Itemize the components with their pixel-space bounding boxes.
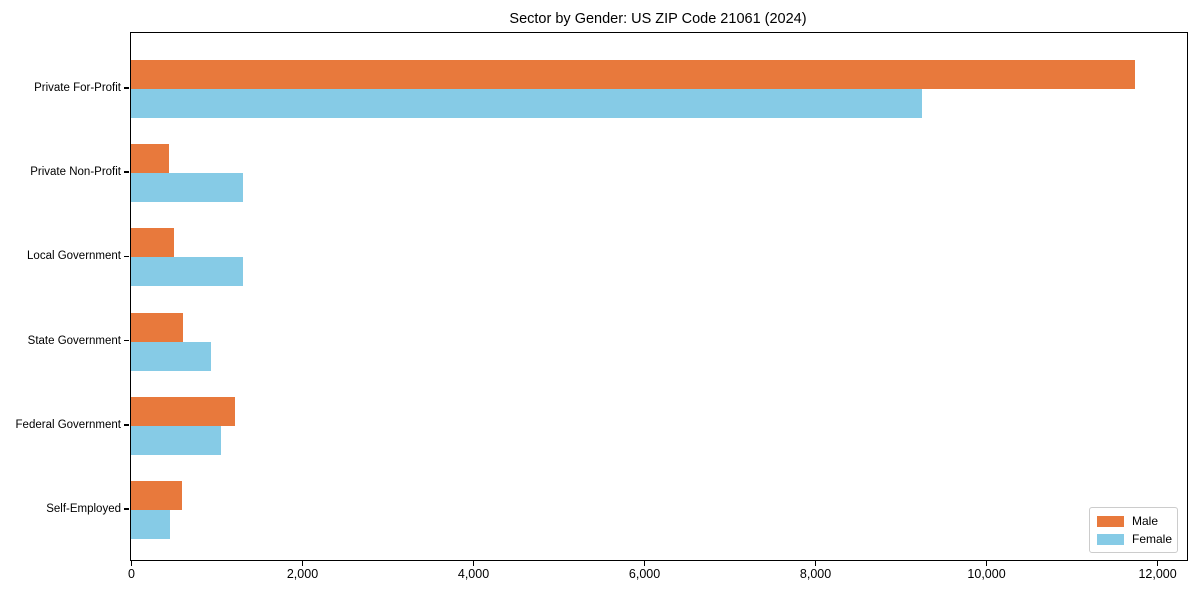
bar-female-state-government [131, 341, 212, 371]
bar-male-state-government [131, 312, 184, 342]
legend-label-female: Female [1132, 532, 1173, 546]
y-tick-federal-government [124, 424, 129, 426]
x-tick-label-8000: 8,000 [799, 567, 832, 581]
bar-male-federal-government [131, 396, 236, 426]
x-tick-10000 [985, 560, 988, 566]
male-series-swatch [1097, 515, 1124, 527]
female-series-swatch [1097, 533, 1124, 545]
bar-female-local-government [131, 257, 243, 287]
legend-label-male: Male [1132, 514, 1159, 528]
legend-item-female: Female [1097, 532, 1177, 546]
y-tick-private-non-profit [124, 171, 129, 173]
y-tick-state-government [124, 339, 129, 342]
x-tick-12000 [1156, 560, 1159, 566]
x-tick-label-4000: 4,000 [457, 567, 490, 581]
y-tick-label-federal-government: Federal Government [15, 418, 121, 431]
x-tick-label-0: 0 [128, 567, 135, 581]
x-tick-label-6000: 6,000 [628, 567, 661, 581]
bar-male-private-for-profit [131, 60, 1135, 89]
x-tick-6000 [643, 560, 646, 566]
bar-male-self-employed [131, 481, 183, 510]
x-tick-label-10000: 10,000 [967, 567, 1006, 581]
bar-male-local-government [131, 228, 174, 258]
x-tick-label-2000: 2,000 [286, 567, 319, 581]
y-tick-label-private-for-profit: Private For-Profit [34, 82, 121, 94]
legend: Male Female [1089, 507, 1178, 553]
bar-female-private-non-profit [131, 173, 243, 203]
bar-female-federal-government [131, 425, 221, 455]
bar-female-private-for-profit [131, 89, 922, 118]
x-tick-2000 [301, 560, 304, 566]
x-tick-label-12000: 12,000 [1138, 567, 1177, 581]
y-tick-local-government [124, 255, 129, 258]
y-tick-self-employed [124, 508, 129, 510]
y-tick-label-local-government: Local Government [27, 250, 121, 263]
y-tick-private-for-profit [124, 87, 129, 89]
y-tick-label-state-government: State Government [27, 334, 121, 347]
y-tick-label-self-employed: Self-Employed [46, 503, 121, 515]
x-tick-0 [130, 560, 133, 566]
x-tick-4000 [472, 560, 475, 566]
y-tick-label-private-non-profit: Private Non-Profit [30, 166, 121, 179]
chart-title: Sector by Gender: US ZIP Code 21061 (202… [509, 11, 807, 27]
plot-area [130, 32, 1188, 561]
x-tick-8000 [814, 560, 817, 566]
legend-item-male: Male [1097, 514, 1177, 528]
bar-female-self-employed [131, 510, 171, 539]
bar-male-private-non-profit [131, 144, 170, 174]
